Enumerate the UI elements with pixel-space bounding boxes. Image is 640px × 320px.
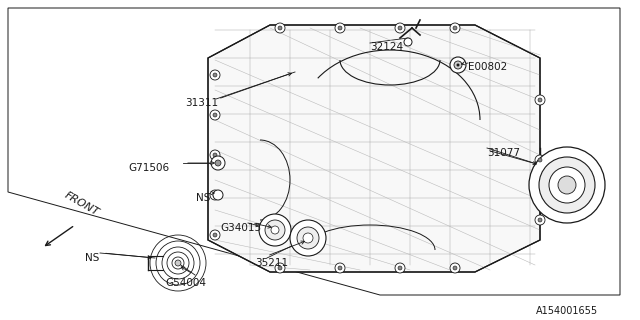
Circle shape [456,63,460,67]
Text: FRONT: FRONT [63,190,101,218]
Circle shape [535,155,545,165]
Text: NS: NS [196,193,211,203]
Circle shape [404,38,412,46]
Circle shape [395,263,405,273]
Text: 35211: 35211 [255,258,288,268]
Circle shape [210,230,220,240]
Circle shape [450,57,466,73]
Text: NS: NS [85,253,99,263]
Circle shape [278,266,282,270]
Text: G71506: G71506 [128,163,169,173]
Circle shape [265,220,285,240]
Circle shape [213,73,217,77]
Circle shape [210,150,220,160]
Polygon shape [208,25,540,272]
Circle shape [290,220,326,256]
Circle shape [539,157,595,213]
Circle shape [453,26,457,30]
Circle shape [398,26,402,30]
Text: 31311: 31311 [185,98,218,108]
Circle shape [549,167,585,203]
Text: A154001655: A154001655 [536,306,598,316]
Circle shape [535,215,545,225]
Text: G54004: G54004 [165,278,206,288]
Circle shape [558,176,576,194]
Circle shape [450,263,460,273]
Circle shape [211,156,225,170]
Circle shape [398,266,402,270]
Text: 32124: 32124 [370,42,403,52]
Circle shape [454,61,462,69]
Circle shape [453,266,457,270]
Circle shape [213,113,217,117]
Circle shape [210,70,220,80]
Circle shape [275,263,285,273]
Circle shape [259,214,291,246]
Circle shape [338,26,342,30]
Circle shape [538,98,542,102]
Circle shape [538,158,542,162]
Text: E00802: E00802 [468,62,508,72]
Circle shape [278,26,282,30]
Circle shape [529,147,605,223]
Circle shape [395,23,405,33]
Text: 31077: 31077 [487,148,520,158]
Circle shape [303,233,313,243]
Circle shape [335,23,345,33]
Circle shape [210,190,220,200]
Circle shape [210,110,220,120]
Circle shape [213,190,223,200]
Circle shape [271,226,279,234]
Circle shape [450,23,460,33]
Circle shape [275,23,285,33]
Circle shape [213,233,217,237]
Circle shape [215,160,221,166]
Circle shape [335,263,345,273]
Circle shape [213,153,217,157]
Text: G34015: G34015 [220,223,261,233]
Circle shape [538,218,542,222]
Circle shape [297,227,319,249]
Circle shape [175,260,181,266]
Circle shape [213,193,217,197]
Circle shape [338,266,342,270]
Circle shape [535,95,545,105]
